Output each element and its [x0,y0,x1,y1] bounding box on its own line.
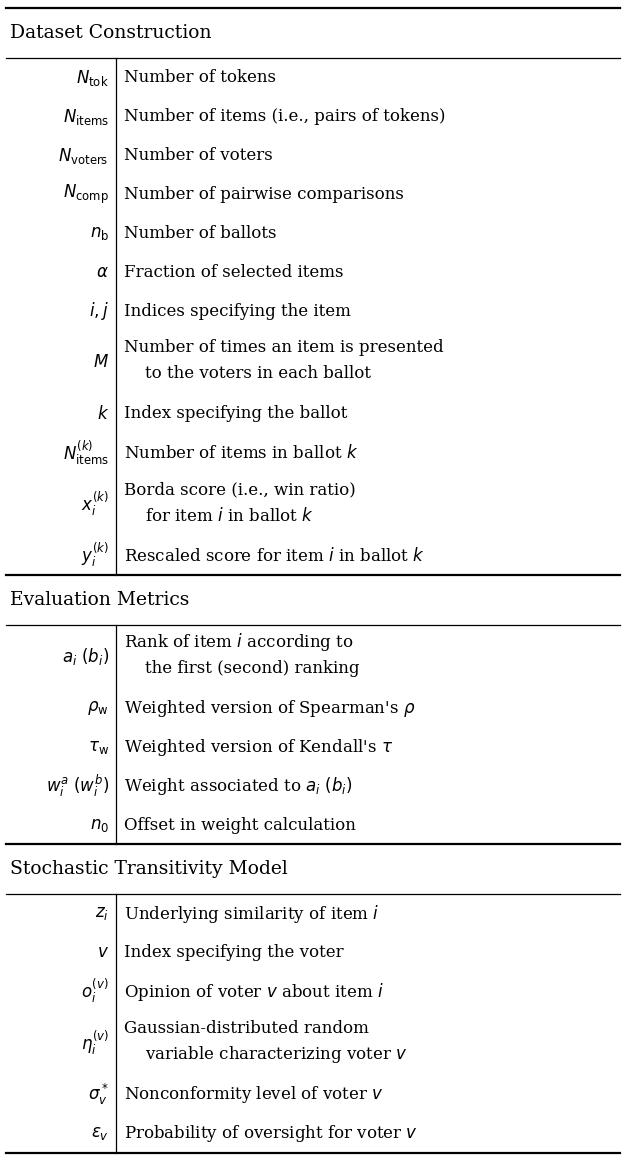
Text: Stochastic Transitivity Model: Stochastic Transitivity Model [10,860,287,879]
Text: $i, j$: $i, j$ [89,300,109,322]
Text: $M$: $M$ [93,354,109,372]
Text: $\sigma_v^*$: $\sigma_v^*$ [88,1082,109,1106]
Text: Number of pairwise comparisons: Number of pairwise comparisons [124,186,404,203]
Text: Index specifying the voter: Index specifying the voter [124,944,344,961]
Text: $N_{\mathrm{comp}}$: $N_{\mathrm{comp}}$ [63,182,109,205]
Text: $\epsilon_v$: $\epsilon_v$ [91,1125,109,1141]
Text: $a_i\ (b_i)$: $a_i\ (b_i)$ [62,647,109,668]
Text: Rank of item $i$ according to: Rank of item $i$ according to [124,632,354,654]
Text: Number of tokens: Number of tokens [124,70,276,86]
Text: variable characterizing voter $v$: variable characterizing voter $v$ [124,1044,408,1065]
Text: Number of voters: Number of voters [124,147,273,164]
Text: $k$: $k$ [96,405,109,423]
Text: Fraction of selected items: Fraction of selected items [124,264,344,281]
Text: Borda score (i.e., win ratio): Borda score (i.e., win ratio) [124,481,356,498]
Text: $\eta_i^{(v)}$: $\eta_i^{(v)}$ [81,1029,109,1057]
Text: Number of items in ballot $k$: Number of items in ballot $k$ [124,444,358,462]
Text: Weighted version of Kendall's $\tau$: Weighted version of Kendall's $\tau$ [124,736,393,758]
Text: $n_{\mathrm{b}}$: $n_{\mathrm{b}}$ [90,225,109,241]
Text: $z_i$: $z_i$ [95,906,109,922]
Text: the first (second) ranking: the first (second) ranking [124,659,360,677]
Text: $\alpha$: $\alpha$ [96,264,109,281]
Text: Offset in weight calculation: Offset in weight calculation [124,816,356,834]
Text: for item $i$ in ballot $k$: for item $i$ in ballot $k$ [124,506,314,525]
Text: Dataset Construction: Dataset Construction [10,24,211,42]
Text: Number of times an item is presented: Number of times an item is presented [124,339,444,356]
Text: Number of items (i.e., pairs of tokens): Number of items (i.e., pairs of tokens) [124,108,446,125]
Text: $\rho_{\mathrm{w}}$: $\rho_{\mathrm{w}}$ [87,699,109,717]
Text: $N_{\mathrm{tok}}$: $N_{\mathrm{tok}}$ [76,67,109,88]
Text: $N_{\mathrm{voters}}$: $N_{\mathrm{voters}}$ [58,145,109,166]
Text: $n_0$: $n_0$ [90,816,109,834]
Text: Probability of oversight for voter $v$: Probability of oversight for voter $v$ [124,1123,418,1144]
Text: Underlying similarity of item $i$: Underlying similarity of item $i$ [124,903,379,925]
Text: Number of ballots: Number of ballots [124,225,277,241]
Text: Weight associated to $a_i$ $(b_i)$: Weight associated to $a_i$ $(b_i)$ [124,776,352,798]
Text: Weighted version of Spearman's $\rho$: Weighted version of Spearman's $\rho$ [124,698,416,719]
Text: $x_i^{(k)}$: $x_i^{(k)}$ [81,490,109,518]
Text: Evaluation Metrics: Evaluation Metrics [10,591,189,608]
Text: Gaussian-distributed random: Gaussian-distributed random [124,1019,369,1037]
Text: $w_i^a\ (w_i^b)$: $w_i^a\ (w_i^b)$ [46,773,109,799]
Text: to the voters in each ballot: to the voters in each ballot [124,366,371,382]
Text: $N_{\mathrm{items}}^{(k)}$: $N_{\mathrm{items}}^{(k)}$ [63,439,109,467]
Text: Opinion of voter $v$ about item $i$: Opinion of voter $v$ about item $i$ [124,981,384,1003]
Text: $o_i^{(v)}$: $o_i^{(v)}$ [81,978,109,1005]
Text: Nonconformity level of voter $v$: Nonconformity level of voter $v$ [124,1084,384,1105]
Text: Indices specifying the item: Indices specifying the item [124,303,351,319]
Text: $y_i^{(k)}$: $y_i^{(k)}$ [81,542,109,569]
Text: $\tau_{\mathrm{w}}$: $\tau_{\mathrm{w}}$ [88,738,109,756]
Text: $v$: $v$ [97,944,109,961]
Text: Rescaled score for item $i$ in ballot $k$: Rescaled score for item $i$ in ballot $k… [124,547,425,564]
Text: Index specifying the ballot: Index specifying the ballot [124,405,347,423]
Text: $N_{\mathrm{items}}$: $N_{\mathrm{items}}$ [63,107,109,127]
